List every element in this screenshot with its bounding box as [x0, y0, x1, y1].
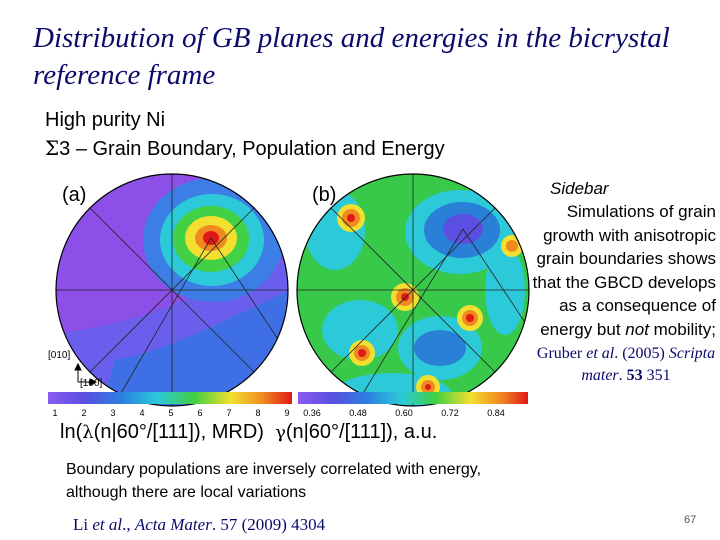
figure-caption: ln(λ(n|60°/[111]), MRD) γ(n|60°/[111]), … — [60, 420, 437, 445]
sidebar-title: Sidebar — [550, 179, 609, 198]
colorbar-a-tick: 1 — [52, 408, 57, 418]
panel-b-label: (b) — [312, 184, 337, 206]
colorbar-b-tick: 0.48 — [349, 408, 367, 418]
sidebar-ref-journal: Scripta mater — [581, 345, 716, 384]
sidebar-body: Simulations of grain growth with anisotr… — [520, 200, 716, 341]
colorbar-a-tick: 3 — [110, 408, 115, 418]
sidebar-ref-volume: 53 — [626, 367, 643, 384]
gamma-symbol: γ — [275, 422, 286, 443]
colorbar-a-tick: 7 — [226, 408, 231, 418]
sidebar-body-after: mobility; — [648, 319, 716, 339]
citation-sep: ., — [122, 515, 135, 534]
summary-text: Boundary populations are inversely corre… — [66, 461, 482, 501]
colorbar-b-tick: 0.84 — [487, 408, 505, 418]
sidebar-ref-page: 351 — [642, 367, 671, 384]
page-number: 67 — [684, 514, 697, 526]
subtitle-material: High purity Ni — [45, 109, 166, 131]
citation-details: . 57 (2009) 4304 — [211, 515, 326, 534]
colorbar-b-tick: 0.36 — [303, 408, 321, 418]
population-stereogram — [55, 173, 289, 407]
subtitle-boundary: Σ3 – Grain Boundary, Population and Ener… — [45, 136, 445, 161]
axis-label-100: [100] — [80, 378, 102, 389]
sidebar-body-before: Simulations of grain growth with anisotr… — [532, 202, 716, 339]
colorbar-a-tick: 8 — [255, 408, 260, 418]
colorbar-a-tick: 4 — [139, 408, 144, 418]
colorbar-a-tick: 9 — [284, 408, 289, 418]
sidebar-ref-sep: . — [618, 367, 627, 384]
colorbar-energy — [298, 392, 528, 404]
caption-b-suffix: (n|60°/[111]), a.u. — [285, 421, 438, 443]
colorbar-a-tick: 5 — [168, 408, 173, 418]
panel-a-label: (a) — [62, 184, 87, 206]
energy-stereogram — [296, 173, 530, 407]
sidebar-ref-year: . (2005) — [614, 345, 669, 362]
citation: Li et al., Acta Mater. 57 (2009) 4304 — [73, 514, 325, 536]
colorbar-a-tick: 6 — [197, 408, 202, 418]
sidebar-reference: Gruber et al. (2005) Scripta mater. 53 3… — [520, 343, 716, 387]
colorbar-population — [48, 392, 292, 404]
sidebar-ref-etal: et al — [582, 345, 615, 362]
slide-title: Distribution of GB planes and energies i… — [33, 22, 670, 91]
citation-etal: et al — [88, 515, 123, 534]
sidebar-body-em: not — [625, 319, 649, 339]
axis-label-010: [010] — [48, 350, 70, 361]
colorbar-a-tick: 2 — [81, 408, 86, 418]
colorbar-b-tick: 0.72 — [441, 408, 459, 418]
citation-journal: Acta Mater — [134, 515, 212, 534]
colorbar-b-tick: 0.60 — [395, 408, 413, 418]
sigma-symbol: Σ — [45, 136, 60, 160]
citation-authors: Li — [73, 515, 89, 534]
sidebar-note: Sidebar Simulations of grain growth with… — [520, 178, 716, 387]
sidebar-ref-author: Gruber — [536, 345, 583, 362]
subtitle-boundary-text: 3 – Grain Boundary, Population and Energ… — [59, 138, 445, 160]
caption-a-prefix: ln( — [60, 421, 83, 443]
caption-a-suffix: (n|60°/[111]), MRD) — [93, 421, 264, 443]
lambda-symbol: λ — [82, 422, 94, 443]
